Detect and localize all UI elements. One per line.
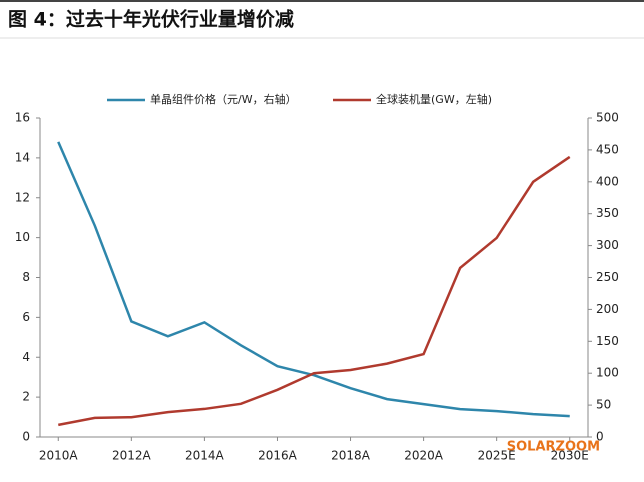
y-tick-label: 12 (15, 190, 30, 204)
x-tick-label: 2010A (39, 449, 79, 463)
y2-tick-label: 100 (596, 366, 619, 380)
x-tick-label: 2020A (404, 449, 444, 463)
legend-label: 单晶组件价格（元/W，右轴） (150, 92, 297, 106)
y2-tick-label: 200 (596, 302, 619, 316)
y2-tick-label: 400 (596, 174, 619, 188)
x-tick-label: 2018A (331, 449, 371, 463)
legend-label: 全球装机量(GW，左轴) (376, 92, 492, 106)
y-tick-label: 6 (22, 310, 30, 324)
x-tick-label: 2012A (112, 449, 152, 463)
series-line (57, 141, 570, 418)
y2-tick-label: 350 (596, 206, 619, 220)
series-line (58, 155, 571, 427)
y-tick-label: 0 (22, 430, 30, 444)
x-tick-label: 2014A (185, 449, 225, 463)
y2-tick-label: 300 (596, 238, 619, 252)
y-tick-label: 14 (15, 150, 30, 164)
x-tick-label: 2016A (258, 449, 298, 463)
y-tick-label: 16 (15, 111, 30, 125)
y2-tick-label: 0 (596, 430, 604, 444)
chart-title: 图 4：过去十年光伏行业量增价减 (8, 8, 294, 31)
y2-tick-label: 250 (596, 270, 619, 284)
y2-tick-label: 500 (596, 111, 619, 125)
y2-tick-label: 450 (596, 142, 619, 156)
watermark: SOLARZOOM (507, 440, 600, 455)
y-tick-label: 10 (15, 230, 30, 244)
x-tick-label: 2030E (551, 449, 589, 463)
y-tick-label: 2 (22, 390, 30, 404)
x-tick-label: 2025E (478, 449, 516, 463)
y-tick-label: 8 (22, 270, 30, 284)
y-tick-label: 4 (22, 350, 30, 364)
y2-tick-label: 150 (596, 334, 619, 348)
y2-tick-label: 50 (596, 398, 611, 412)
